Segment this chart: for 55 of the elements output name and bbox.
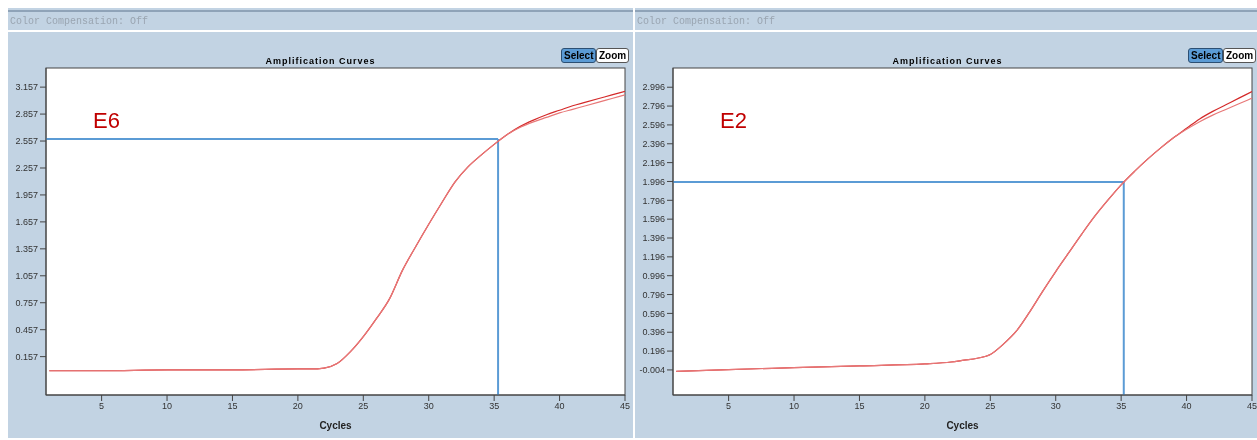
y-tick-label: 2.796 [642, 101, 665, 112]
x-tick-label: 5 [726, 401, 732, 412]
y-tick-label: 0.796 [642, 289, 665, 300]
y-tick-label: 1.957 [15, 190, 38, 201]
x-tick-label: 30 [1050, 401, 1061, 412]
chart-title: Amplification Curves [892, 56, 1003, 66]
y-tick-label: 2.196 [642, 157, 665, 168]
y-tick-label: 3.157 [15, 82, 38, 93]
x-tick-label: 35 [489, 401, 500, 412]
y-tick-label: 0.157 [15, 351, 38, 362]
y-tick-label: 0.196 [642, 346, 665, 357]
x-tick-label: 5 [99, 401, 105, 412]
x-tick-label: 10 [162, 401, 173, 412]
x-tick-label: 45 [1246, 401, 1257, 412]
chart-title: Amplification Curves [265, 56, 376, 66]
y-tick-label: 1.596 [642, 214, 665, 225]
y-tick-label: 1.396 [642, 233, 665, 244]
y-tick-label: 1.996 [642, 176, 665, 187]
y-tick-label: 0.757 [15, 297, 38, 308]
x-tick-label: 20 [292, 401, 303, 412]
y-tick-label: 2.396 [642, 138, 665, 149]
y-tick-label: 1.196 [642, 252, 665, 263]
annotation: E6 [93, 108, 120, 134]
y-tick-label: 0.457 [15, 324, 38, 335]
y-tick-label: 2.996 [642, 82, 665, 93]
x-tick-label: 20 [919, 401, 930, 412]
x-axis-title: Cycles [946, 420, 980, 431]
x-tick-label: 45 [619, 401, 631, 412]
y-tick-label: 0.996 [642, 270, 665, 281]
x-tick-label: 25 [985, 401, 996, 412]
x-axis-title: Cycles [319, 420, 353, 431]
x-tick-label: 25 [358, 401, 369, 412]
y-tick-label: 2.596 [642, 120, 665, 131]
x-tick-label: 40 [554, 401, 565, 412]
text: Zoom [1223, 48, 1257, 63]
y-tick-label: 0.596 [642, 308, 665, 319]
y-tick-label: 1.057 [15, 270, 38, 281]
x-tick-label: 30 [423, 401, 434, 412]
x-tick-label: 35 [1116, 401, 1127, 412]
text: Zoom [596, 48, 630, 63]
text: Select [561, 48, 597, 63]
y-tick-label: 1.357 [15, 244, 38, 255]
annotation: E2 [720, 108, 747, 134]
y-tick-label: 0.396 [642, 327, 665, 338]
y-tick-label: 2.257 [15, 163, 38, 174]
y-tick-label: 2.857 [15, 109, 38, 120]
x-tick-label: 40 [1181, 401, 1192, 412]
x-tick-label: 15 [227, 401, 238, 412]
y-tick-label: 1.657 [15, 217, 38, 228]
x-tick-label: 10 [789, 401, 800, 412]
y-tick-label: -0.004 [639, 365, 665, 376]
text: Select [1188, 48, 1224, 63]
y-tick-label: 2.557 [15, 136, 38, 147]
y-tick-label: 1.796 [642, 195, 665, 206]
x-tick-label: 15 [854, 401, 865, 412]
